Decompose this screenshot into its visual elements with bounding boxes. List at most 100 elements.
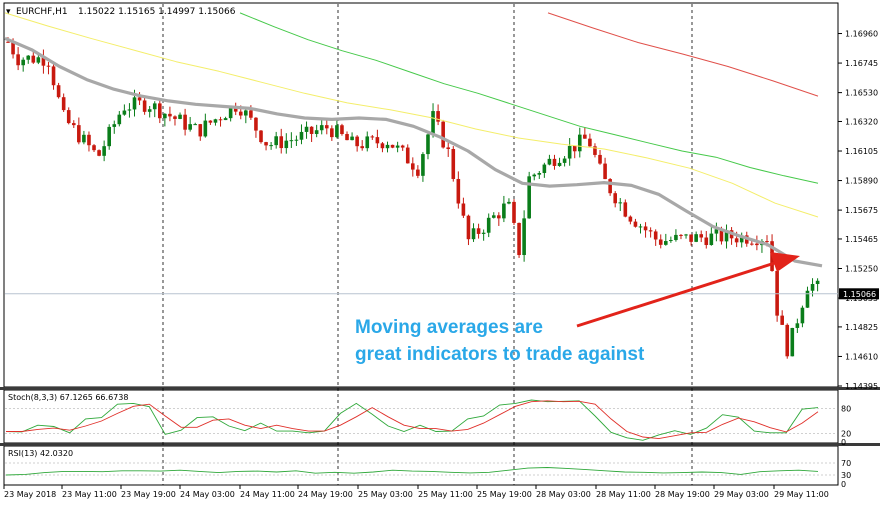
candle <box>188 116 192 132</box>
candle-body <box>795 323 800 328</box>
candle-body <box>517 222 521 256</box>
candle-body <box>481 232 486 234</box>
candle <box>259 130 263 144</box>
candle <box>623 199 628 218</box>
rsi-line <box>5 467 819 476</box>
candle-body <box>77 125 81 143</box>
price-panel <box>3 2 839 388</box>
candle <box>669 236 673 243</box>
candle-body <box>188 124 192 130</box>
x-tick-label: 24 May 19:00 <box>298 490 353 499</box>
candle-body <box>330 128 334 138</box>
candle <box>476 223 481 239</box>
candle-body <box>491 215 496 218</box>
candle-body <box>264 142 268 146</box>
candle-body <box>259 130 263 143</box>
dropdown-icon[interactable]: ▾ <box>6 7 11 17</box>
candle-body <box>390 144 395 148</box>
x-tick-label: 24 May 03:00 <box>180 490 235 499</box>
candle-body <box>178 114 182 119</box>
x-tick-label: 29 May 11:00 <box>774 490 829 499</box>
candle <box>446 142 451 157</box>
candle <box>269 142 273 150</box>
candle <box>294 135 299 146</box>
candle-body <box>87 134 91 146</box>
candle-body <box>476 228 481 234</box>
candle-body <box>421 154 425 176</box>
x-tick-label: 25 May 03:00 <box>358 490 413 499</box>
x-tick-label: 23 May 19:00 <box>121 490 176 499</box>
candle <box>517 222 521 258</box>
candle <box>416 165 420 179</box>
candle-body <box>537 173 542 175</box>
candle-body <box>31 55 36 63</box>
candle-body <box>213 119 218 123</box>
candle <box>279 128 284 154</box>
candle-body <box>689 234 693 242</box>
candle-body <box>618 202 623 204</box>
candle <box>497 212 501 226</box>
candle-body <box>522 218 526 256</box>
candle <box>542 162 547 178</box>
candle <box>46 62 51 75</box>
candle-body <box>552 158 557 166</box>
candle <box>304 121 309 139</box>
candle <box>714 222 719 242</box>
panel-separator <box>0 387 880 390</box>
candle-body <box>471 228 476 240</box>
candle <box>658 234 663 249</box>
candle <box>724 224 729 249</box>
candle <box>223 116 228 121</box>
candle <box>421 152 425 182</box>
candle-body <box>340 125 344 135</box>
y-tick-label: 1.16530 <box>845 89 878 98</box>
candle-body <box>11 41 15 55</box>
candle-body <box>304 126 309 132</box>
candle-body <box>562 158 567 163</box>
candle-body <box>724 230 729 242</box>
candle <box>431 103 435 138</box>
candle <box>365 131 370 152</box>
candle <box>522 210 526 262</box>
candle-body <box>461 203 466 216</box>
candle <box>491 212 496 219</box>
rsi-tick-label: 0 <box>841 480 846 489</box>
candle-body <box>41 57 46 66</box>
candle <box>795 318 800 334</box>
candle-body <box>542 164 547 174</box>
candle-body <box>112 124 117 127</box>
candle <box>527 171 531 219</box>
candle-body <box>486 217 491 233</box>
candle-body <box>61 97 66 111</box>
candle <box>208 120 213 125</box>
candle <box>319 118 324 135</box>
candle-body <box>577 134 582 152</box>
candle <box>638 223 643 234</box>
candle <box>355 135 359 152</box>
stoch-line-signal <box>6 400 819 440</box>
candle-body <box>426 134 430 155</box>
candle-body <box>228 106 233 119</box>
candle <box>451 146 456 182</box>
y-tick-label: 1.15465 <box>845 235 878 244</box>
candle-body <box>238 111 243 116</box>
candle <box>648 227 653 238</box>
candle-body <box>810 284 815 291</box>
candle <box>426 132 430 160</box>
candle <box>653 229 658 246</box>
candle <box>370 134 375 140</box>
candle <box>244 107 248 124</box>
candle-body <box>365 136 370 149</box>
axes: 1.16960 1.16745 1.16530 1.16320 1.16105 1.158… <box>3 30 879 499</box>
candle-body <box>502 203 506 219</box>
candle <box>178 112 182 120</box>
candle-body <box>6 41 10 43</box>
annotation-line-1: Moving averages are <box>355 317 543 338</box>
candle <box>41 49 46 74</box>
candle-body <box>324 125 329 129</box>
candle-body <box>147 109 152 112</box>
candle <box>502 195 506 223</box>
candle-body <box>790 327 795 357</box>
candle <box>117 111 122 127</box>
candle <box>674 229 678 242</box>
